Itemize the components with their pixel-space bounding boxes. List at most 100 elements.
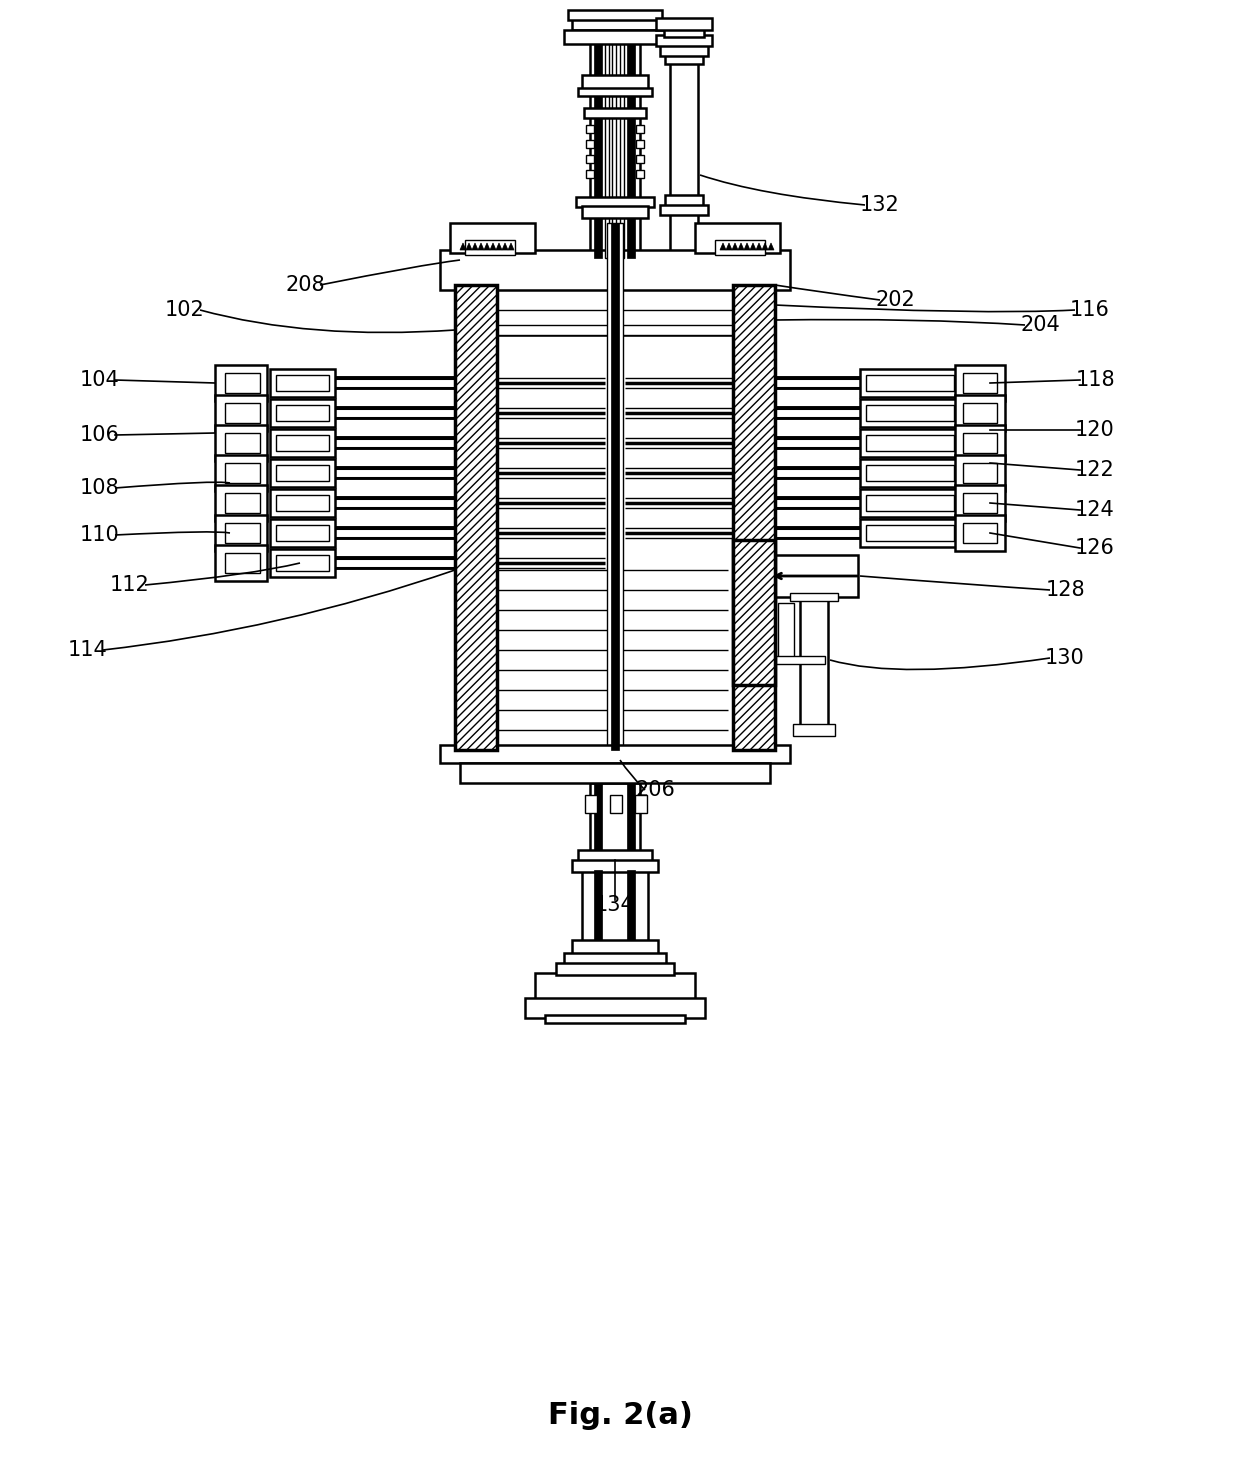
Bar: [215, 365, 267, 401]
Bar: [861, 489, 960, 517]
Bar: [224, 523, 260, 542]
Bar: [580, 28, 650, 38]
Bar: [955, 455, 1004, 491]
Bar: [963, 463, 997, 483]
Polygon shape: [750, 242, 756, 250]
Bar: [694, 223, 780, 253]
Bar: [270, 370, 335, 398]
Text: 118: 118: [1075, 370, 1115, 390]
Bar: [277, 556, 329, 571]
Bar: [963, 433, 997, 452]
Bar: [963, 523, 997, 542]
Text: 134: 134: [595, 896, 635, 915]
Bar: [460, 763, 770, 783]
Bar: [861, 429, 960, 457]
Text: 102: 102: [165, 300, 205, 321]
Bar: [866, 405, 954, 421]
Bar: [277, 466, 329, 480]
Bar: [605, 35, 609, 259]
Bar: [636, 170, 644, 177]
Polygon shape: [732, 242, 738, 250]
Bar: [770, 556, 858, 597]
Bar: [270, 489, 335, 517]
Bar: [594, 783, 601, 853]
Polygon shape: [756, 242, 763, 250]
Bar: [775, 656, 825, 664]
Bar: [572, 860, 658, 872]
Bar: [587, 170, 594, 177]
Bar: [215, 514, 267, 551]
Text: 108: 108: [81, 477, 120, 498]
Text: 122: 122: [1075, 460, 1115, 480]
Bar: [715, 239, 765, 256]
Bar: [611, 223, 619, 749]
Bar: [758, 559, 773, 594]
Text: 104: 104: [81, 370, 120, 390]
Polygon shape: [502, 242, 508, 250]
Text: 206: 206: [635, 780, 675, 800]
Polygon shape: [768, 242, 774, 250]
Polygon shape: [496, 242, 502, 250]
Bar: [800, 596, 828, 726]
Text: 132: 132: [861, 195, 900, 214]
Bar: [594, 35, 601, 259]
Bar: [590, 35, 640, 259]
Text: 116: 116: [1070, 300, 1110, 321]
Bar: [577, 197, 653, 207]
Bar: [636, 155, 644, 163]
Bar: [546, 1015, 684, 1023]
Bar: [277, 375, 329, 392]
Bar: [224, 553, 260, 573]
Bar: [587, 155, 594, 163]
Bar: [277, 525, 329, 541]
Text: 130: 130: [1045, 647, 1085, 668]
Bar: [635, 795, 647, 813]
Bar: [660, 205, 708, 214]
Bar: [861, 370, 960, 398]
Polygon shape: [472, 242, 477, 250]
Bar: [534, 973, 694, 1004]
Bar: [866, 466, 954, 480]
Polygon shape: [477, 242, 484, 250]
Bar: [224, 372, 260, 393]
Polygon shape: [484, 242, 490, 250]
Bar: [224, 403, 260, 423]
Bar: [578, 850, 652, 862]
Bar: [955, 365, 1004, 401]
Text: 106: 106: [81, 426, 120, 445]
Bar: [587, 126, 594, 133]
Bar: [636, 140, 644, 148]
Bar: [866, 525, 954, 541]
Bar: [455, 285, 497, 749]
Text: 110: 110: [81, 525, 120, 545]
Bar: [594, 871, 601, 944]
Bar: [763, 553, 773, 562]
Text: 202: 202: [875, 290, 915, 310]
Bar: [608, 223, 622, 749]
Bar: [224, 463, 260, 483]
Bar: [465, 239, 515, 256]
Polygon shape: [720, 242, 725, 250]
Bar: [582, 75, 649, 89]
Bar: [670, 61, 698, 256]
Bar: [587, 140, 594, 148]
Bar: [582, 205, 649, 217]
Bar: [584, 108, 646, 118]
Bar: [627, 35, 635, 259]
Bar: [572, 18, 658, 30]
Bar: [955, 395, 1004, 432]
Bar: [270, 399, 335, 427]
Bar: [861, 519, 960, 547]
Bar: [277, 405, 329, 421]
Bar: [564, 30, 666, 44]
Bar: [277, 435, 329, 451]
Bar: [663, 28, 704, 37]
Bar: [525, 998, 706, 1018]
Bar: [790, 593, 838, 602]
Text: 204: 204: [1021, 315, 1060, 336]
Polygon shape: [725, 242, 732, 250]
Text: 208: 208: [285, 275, 325, 296]
Bar: [440, 250, 790, 290]
Bar: [866, 495, 954, 511]
Bar: [497, 285, 733, 336]
